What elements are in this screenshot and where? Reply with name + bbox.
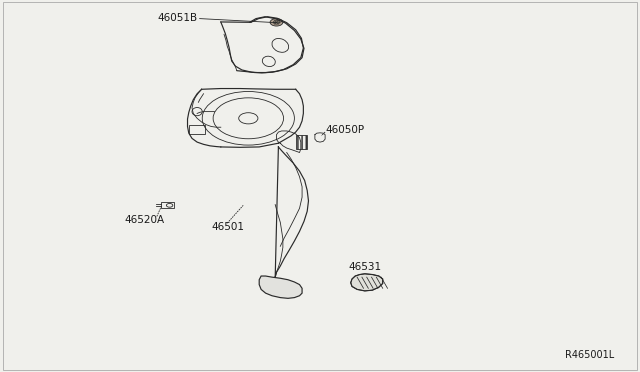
Polygon shape <box>259 276 302 298</box>
Text: 46501: 46501 <box>211 222 244 232</box>
Text: 46520A: 46520A <box>125 215 165 225</box>
Polygon shape <box>351 274 383 291</box>
Circle shape <box>273 20 280 24</box>
Text: R465001L: R465001L <box>565 350 614 360</box>
Text: 46051B: 46051B <box>157 13 197 23</box>
Circle shape <box>270 19 283 26</box>
Text: 46531: 46531 <box>349 262 382 272</box>
Text: 46050P: 46050P <box>325 125 364 135</box>
